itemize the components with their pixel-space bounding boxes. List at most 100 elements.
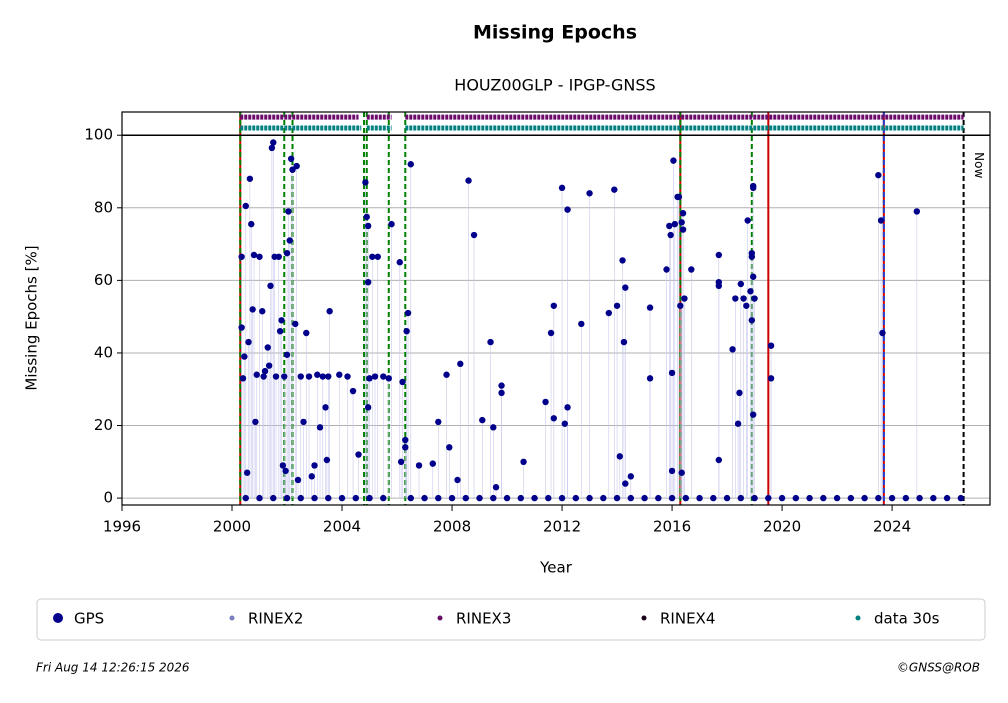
data-point bbox=[498, 382, 505, 389]
data-point bbox=[470, 231, 478, 239]
data-point bbox=[369, 253, 376, 260]
data-point bbox=[668, 494, 676, 502]
data-point bbox=[740, 295, 747, 302]
data-point bbox=[729, 346, 736, 353]
data-point bbox=[619, 257, 626, 264]
data-point bbox=[682, 494, 690, 502]
data-point bbox=[847, 494, 855, 502]
legend-marker bbox=[855, 615, 861, 621]
data-point bbox=[283, 494, 291, 502]
data-point bbox=[666, 222, 673, 230]
data-point bbox=[325, 494, 332, 502]
data-point bbox=[748, 317, 756, 324]
data-point bbox=[888, 494, 896, 502]
data-point bbox=[492, 484, 500, 491]
data-point bbox=[613, 302, 621, 309]
data-point bbox=[620, 338, 628, 346]
data-point bbox=[586, 494, 593, 502]
data-point bbox=[275, 253, 282, 260]
data-point bbox=[696, 494, 703, 502]
y-tick-label: 100 bbox=[84, 126, 113, 144]
footer-date: Fri Aug 14 12:26:15 2026 bbox=[36, 661, 190, 675]
data-point bbox=[326, 308, 333, 315]
data-point bbox=[723, 494, 731, 502]
data-point bbox=[404, 309, 412, 317]
data-point bbox=[261, 367, 269, 375]
data-point bbox=[253, 371, 260, 378]
data-point bbox=[767, 375, 775, 382]
data-point bbox=[323, 456, 331, 464]
data-point bbox=[547, 329, 555, 337]
data-point bbox=[564, 206, 571, 213]
data-point bbox=[743, 302, 750, 309]
data-point bbox=[490, 424, 497, 431]
chart-subtitle: HOUZ00GLP - IPGP-GNSS bbox=[454, 76, 655, 95]
data-point bbox=[833, 494, 841, 502]
data-point bbox=[578, 320, 585, 328]
data-point bbox=[285, 208, 292, 215]
legend-label: data 30s bbox=[874, 610, 940, 628]
data-point bbox=[311, 462, 318, 469]
x-tick-label: 2016 bbox=[653, 518, 691, 536]
data-point bbox=[675, 193, 683, 201]
data-point bbox=[678, 469, 685, 476]
data-point bbox=[363, 213, 370, 221]
data-point bbox=[252, 418, 259, 426]
data-point bbox=[820, 494, 827, 502]
data-point bbox=[245, 338, 252, 346]
data-point bbox=[677, 302, 684, 309]
legend-box bbox=[36, 598, 986, 641]
data-point bbox=[415, 462, 423, 469]
data-point bbox=[913, 208, 921, 215]
legend-marker bbox=[229, 615, 235, 621]
data-point bbox=[336, 371, 343, 378]
chart-title: Missing Epochs bbox=[473, 22, 637, 44]
data-point bbox=[655, 494, 662, 502]
data-point bbox=[314, 371, 321, 378]
data-point bbox=[242, 202, 249, 210]
data-point bbox=[710, 494, 717, 502]
data-point bbox=[311, 494, 318, 502]
y-tick-label: 40 bbox=[94, 343, 113, 361]
data-point bbox=[289, 166, 296, 173]
data-point bbox=[287, 155, 295, 163]
data-point bbox=[259, 308, 266, 315]
data-point bbox=[503, 494, 511, 502]
data-point bbox=[366, 375, 373, 382]
data-point bbox=[902, 494, 910, 502]
data-point bbox=[293, 162, 300, 170]
data-point bbox=[272, 373, 280, 380]
data-point bbox=[344, 373, 351, 380]
data-point bbox=[792, 494, 800, 502]
data-point bbox=[396, 259, 403, 266]
data-point bbox=[641, 494, 648, 502]
data-point bbox=[279, 462, 287, 469]
data-point bbox=[737, 280, 745, 288]
y-axis-label: Missing Epochs [%] bbox=[23, 245, 41, 390]
data-point bbox=[715, 251, 723, 259]
data-point bbox=[734, 420, 742, 427]
data-point bbox=[605, 309, 613, 317]
legend-label: RINEX2 bbox=[248, 610, 303, 628]
data-point bbox=[957, 494, 965, 502]
data-point bbox=[679, 226, 687, 233]
data-point bbox=[267, 282, 274, 290]
legend-label: RINEX3 bbox=[456, 610, 511, 628]
data-point bbox=[879, 329, 886, 337]
data-point bbox=[561, 420, 569, 427]
x-tick-label: 2020 bbox=[763, 518, 801, 536]
data-point bbox=[260, 373, 267, 380]
data-point bbox=[248, 220, 255, 228]
data-point bbox=[622, 284, 629, 291]
data-point bbox=[364, 404, 372, 411]
data-point bbox=[877, 217, 885, 224]
data-point bbox=[545, 494, 552, 502]
data-point bbox=[747, 288, 754, 295]
data-point bbox=[550, 415, 557, 422]
data-point bbox=[366, 494, 373, 502]
data-point bbox=[663, 266, 670, 273]
data-point bbox=[402, 444, 409, 451]
x-tick-label: 2012 bbox=[543, 518, 581, 536]
data-point bbox=[268, 144, 276, 152]
data-point bbox=[256, 494, 263, 502]
